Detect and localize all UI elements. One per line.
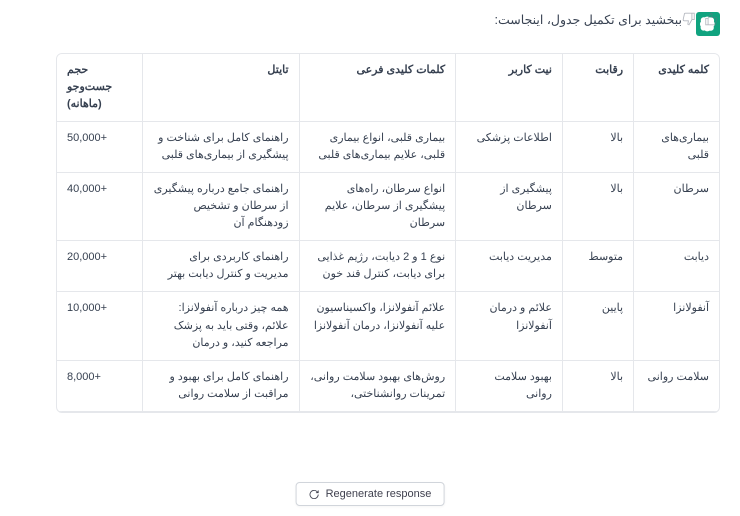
cell-subkeywords: نوع 1 و 2 دیابت، رژیم غذایی برای دیابت، … (299, 241, 456, 292)
thumbs-down-icon[interactable] (682, 12, 696, 26)
table-row: بیماری‌های قلبیبالااطلاعات پزشکیبیماری ق… (57, 122, 719, 173)
col-competition: رقابت (562, 54, 633, 122)
col-volume: حجم جست‌وجو (ماهانه) (57, 54, 142, 122)
cell-competition: بالا (562, 173, 633, 241)
message-body: ببخشید برای تکمیل جدول، اینجاست: (20, 12, 682, 41)
keywords-table: کلمه کلیدی رقابت نیت کاربر کلمات کلیدی ف… (57, 54, 719, 412)
col-title: تایتل (142, 54, 299, 122)
cell-title: همه چیز درباره آنفولانزا: علائم، وقتی با… (142, 292, 299, 360)
cell-intent: مدیریت دیابت (456, 241, 563, 292)
cell-keyword: سرطان (634, 173, 719, 241)
cell-volume: 50,000+ (57, 122, 142, 173)
regenerate-label: Regenerate response (326, 488, 432, 500)
cell-title: راهنمای کامل برای بهبود و مراقبت از سلام… (142, 360, 299, 411)
cell-keyword: آنفولانزا (634, 292, 719, 360)
cell-title: راهنمای جامع درباره پیشگیری از سرطان و ت… (142, 173, 299, 241)
cell-subkeywords: روش‌های بهبود سلامت روانی، تمرینات روانش… (299, 360, 456, 411)
refresh-icon (309, 489, 320, 500)
table-row: سرطانبالاپیشگیری از سرطانانواع سرطان، را… (57, 173, 719, 241)
cell-competition: بالا (562, 122, 633, 173)
cell-competition: متوسط (562, 241, 633, 292)
cell-subkeywords: انواع سرطان، راه‌های پیشگیری از سرطان، ع… (299, 173, 456, 241)
cell-keyword: سلامت روانی (634, 360, 719, 411)
cell-keyword: بیماری‌های قلبی (634, 122, 719, 173)
table-row: دیابتمتوسطمدیریت دیابتنوع 1 و 2 دیابت، ر… (57, 241, 719, 292)
cell-intent: علائم و درمان آنفولانزا (456, 292, 563, 360)
assistant-message: ببخشید برای تکمیل جدول، اینجاست: (0, 0, 740, 53)
cell-subkeywords: بیماری قلبی، انواع بیماری قلبی، علایم بی… (299, 122, 456, 173)
thumbs-up-icon[interactable] (704, 12, 718, 26)
cell-intent: اطلاعات پزشکی (456, 122, 563, 173)
cell-volume: 20,000+ (57, 241, 142, 292)
col-intent: نیت کاربر (456, 54, 563, 122)
feedback-buttons (682, 12, 718, 26)
cell-keyword: دیابت (634, 241, 719, 292)
cell-competition: بالا (562, 360, 633, 411)
table-header-row: کلمه کلیدی رقابت نیت کاربر کلمات کلیدی ف… (57, 54, 719, 122)
col-subkeywords: کلمات کلیدی فرعی (299, 54, 456, 122)
cell-intent: بهبود سلامت روانی (456, 360, 563, 411)
cell-title: راهنمای کاربردی برای مدیریت و کنترل دیاب… (142, 241, 299, 292)
table-row: سلامت روانیبالابهبود سلامت روانیروش‌های … (57, 360, 719, 411)
regenerate-button[interactable]: Regenerate response (296, 482, 445, 506)
cell-title: راهنمای کامل برای شناخت و پیشگیری از بیم… (142, 122, 299, 173)
data-table-container: کلمه کلیدی رقابت نیت کاربر کلمات کلیدی ف… (56, 53, 720, 413)
cell-volume: 40,000+ (57, 173, 142, 241)
intro-text: ببخشید برای تکمیل جدول، اینجاست: (20, 12, 682, 27)
cell-intent: پیشگیری از سرطان (456, 173, 563, 241)
cell-volume: 10,000+ (57, 292, 142, 360)
cell-competition: پایین (562, 292, 633, 360)
col-keyword: کلمه کلیدی (634, 54, 719, 122)
cell-subkeywords: علائم آنفولانزا، واکسیناسیون علیه آنفولا… (299, 292, 456, 360)
table-row: آنفولانزاپایینعلائم و درمان آنفولانزاعلا… (57, 292, 719, 360)
cell-volume: 8,000+ (57, 360, 142, 411)
